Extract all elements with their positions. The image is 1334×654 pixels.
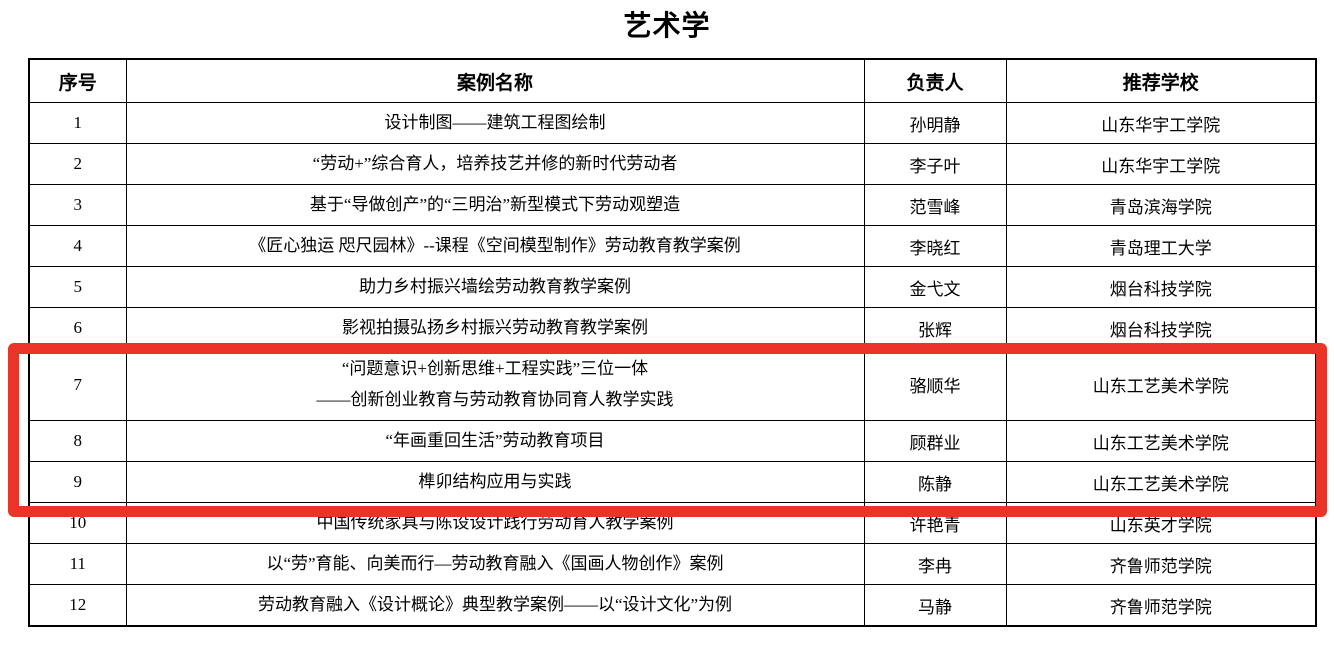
school-name-cell: 烟台科技学院 <box>1005 266 1317 308</box>
table-row: 1 设计制图——建筑工程图绘制 孙明静 山东华宇工学院 <box>28 102 1317 144</box>
case-name-cell: 劳动教育融入《设计概论》典型教学案例——以“设计文化”为例 <box>125 584 865 627</box>
school-name-cell: 山东华宇工学院 <box>1005 102 1317 144</box>
col-header-case: 案例名称 <box>125 58 865 103</box>
table-row: 8 “年画重回生活”劳动教育项目 顾群业 山东工艺美术学院 <box>28 420 1317 462</box>
school-name-cell: 齐鲁师范学院 <box>1005 543 1317 585</box>
case-name-cell: 《匠心独运 咫尺园林》--课程《空间模型制作》劳动教育教学案例 <box>125 225 865 267</box>
case-name-cell: 以“劳”育能、向美而行—劳动教育融入《国画人物创作》案例 <box>125 543 865 585</box>
row-number-cell: 4 <box>28 225 127 267</box>
table-row: 9 榫卯结构应用与实践 陈静 山东工艺美术学院 <box>28 461 1317 503</box>
row-number-cell: 11 <box>28 543 127 585</box>
school-name-cell: 烟台科技学院 <box>1005 307 1317 349</box>
row-number-cell: 5 <box>28 266 127 308</box>
table-row: 11 以“劳”育能、向美而行—劳动教育融入《国画人物创作》案例 李冉 齐鲁师范学院 <box>28 543 1317 585</box>
leader-name-cell: 李子叶 <box>863 143 1007 185</box>
school-name-cell: 山东华宇工学院 <box>1005 143 1317 185</box>
row-number-cell: 3 <box>28 184 127 226</box>
leader-name-cell: 金弋文 <box>863 266 1007 308</box>
leader-name-cell: 李冉 <box>863 543 1007 585</box>
case-name-cell: “问题意识+创新思维+工程实践”三位一体 ——创新创业教育与劳动教育协同育人教学… <box>125 348 865 421</box>
table-row: 4 《匠心独运 咫尺园林》--课程《空间模型制作》劳动教育教学案例 李晓红 青岛理工大… <box>28 225 1317 267</box>
school-name-cell: 山东英才学院 <box>1005 502 1317 544</box>
col-header-leader: 负责人 <box>863 58 1007 103</box>
case-name-cell: 设计制图——建筑工程图绘制 <box>125 102 865 144</box>
row-number-cell: 8 <box>28 420 127 462</box>
case-name-cell: 助力乡村振兴墙绘劳动教育教学案例 <box>125 266 865 308</box>
table-row: 7 “问题意识+创新思维+工程实践”三位一体 ——创新创业教育与劳动教育协同育人教… <box>28 348 1317 421</box>
school-name-cell: 齐鲁师范学院 <box>1005 584 1317 627</box>
table-row: 10 中国传统家具与陈设设计践行劳动育人教学案例 许艳青 山东英才学院 <box>28 502 1317 544</box>
header-row: 序号 案例名称 负责人 推荐学校 <box>28 58 1317 103</box>
school-name-cell: 山东工艺美术学院 <box>1005 420 1317 462</box>
leader-name-cell: 顾群业 <box>863 420 1007 462</box>
page-title: 艺术学 <box>623 10 711 41</box>
table-row: 2 “劳动+”综合育人，培养技艺并修的新时代劳动者 李子叶 山东华宇工学院 <box>28 143 1317 185</box>
leader-name-cell: 陈静 <box>863 461 1007 503</box>
leader-name-cell: 骆顺华 <box>863 348 1007 421</box>
case-name-cell: “年画重回生活”劳动教育项目 <box>125 420 865 462</box>
col-header-no: 序号 <box>28 58 127 103</box>
row-number-cell: 9 <box>28 461 127 503</box>
case-name-cell: 中国传统家具与陈设设计践行劳动育人教学案例 <box>125 502 865 544</box>
leader-name-cell: 马静 <box>863 584 1007 627</box>
leader-name-cell: 李晓红 <box>863 225 1007 267</box>
table-row: 5 助力乡村振兴墙绘劳动教育教学案例 金弋文 烟台科技学院 <box>28 266 1317 308</box>
case-name-cell: 影视拍摄弘扬乡村振兴劳动教育教学案例 <box>125 307 865 349</box>
school-name-cell: 青岛滨海学院 <box>1005 184 1317 226</box>
school-name-cell: 山东工艺美术学院 <box>1005 461 1317 503</box>
row-number-cell: 12 <box>28 584 127 627</box>
case-name-cell: “劳动+”综合育人，培养技艺并修的新时代劳动者 <box>125 143 865 185</box>
col-header-school: 推荐学校 <box>1005 58 1317 103</box>
cases-table: 序号 案例名称 负责人 推荐学校 1 设计制图——建筑工程图绘制 孙明静 山东华宇工学… <box>28 58 1317 627</box>
row-number-cell: 2 <box>28 143 127 185</box>
table-body: 1 设计制图——建筑工程图绘制 孙明静 山东华宇工学院 2 “劳动+”综合育人，培养技艺并… <box>28 102 1317 627</box>
case-name-cell: 基于“导做创产”的“三明治”新型模式下劳动观塑造 <box>125 184 865 226</box>
leader-name-cell: 许艳青 <box>863 502 1007 544</box>
row-number-cell: 7 <box>28 348 127 421</box>
table-row: 3 基于“导做创产”的“三明治”新型模式下劳动观塑造 范雪峰 青岛滨海学院 <box>28 184 1317 226</box>
leader-name-cell: 范雪峰 <box>863 184 1007 226</box>
row-number-cell: 6 <box>28 307 127 349</box>
case-name-cell: 榫卯结构应用与实践 <box>125 461 865 503</box>
leader-name-cell: 张辉 <box>863 307 1007 349</box>
table-row: 6 影视拍摄弘扬乡村振兴劳动教育教学案例 张辉 烟台科技学院 <box>28 307 1317 349</box>
school-name-cell: 山东工艺美术学院 <box>1005 348 1317 421</box>
table-row: 12 劳动教育融入《设计概论》典型教学案例——以“设计文化”为例 马静 齐鲁师范学院 <box>28 584 1317 627</box>
school-name-cell: 青岛理工大学 <box>1005 225 1317 267</box>
row-number-cell: 1 <box>28 102 127 144</box>
leader-name-cell: 孙明静 <box>863 102 1007 144</box>
row-number-cell: 10 <box>28 502 127 544</box>
